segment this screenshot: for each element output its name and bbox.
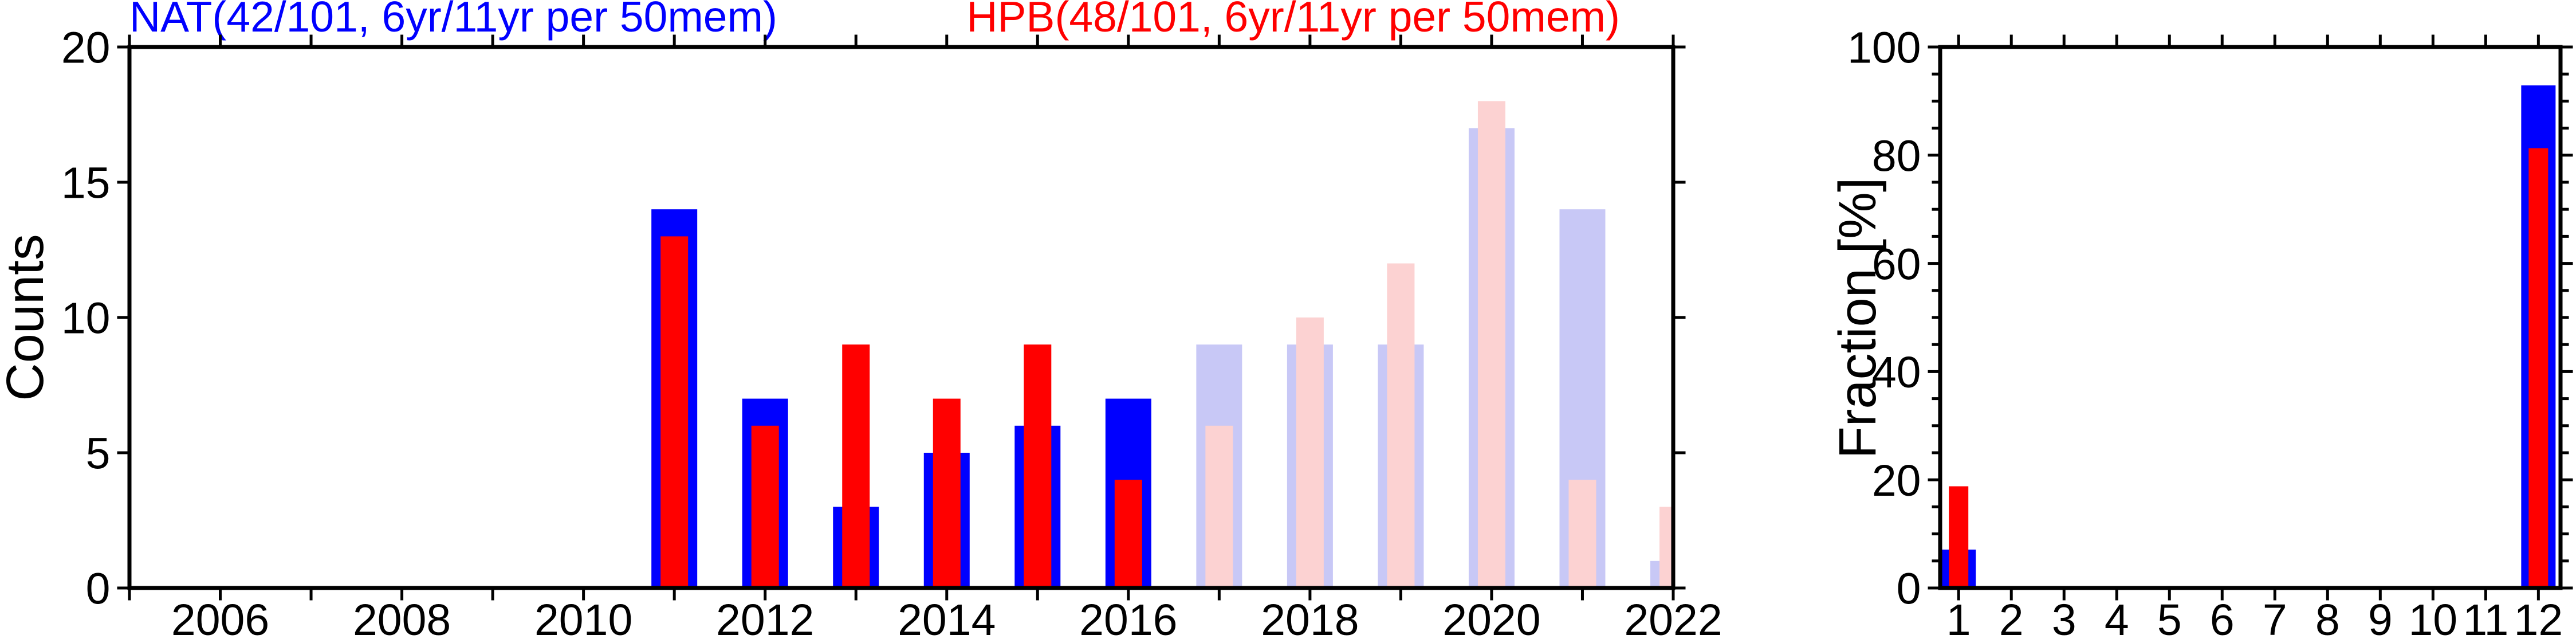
bar-hpb-2014 [933,398,961,588]
y-tick-label: 0 [86,564,111,614]
left-chart-ticks [117,34,1686,601]
y-tick-label: 100 [1847,23,1921,73]
y-tick-label: 0 [1897,564,1921,614]
bar-hpb-2022 [1659,507,1673,588]
left-chart-frame [127,45,1676,590]
x-tick-label: 9 [2368,595,2393,639]
x-tick-label: 12 [2514,595,2563,639]
y-tick-label: 20 [61,23,111,73]
x-tick-label: 4 [2105,595,2129,639]
x-tick-label: 8 [2315,595,2340,639]
bar-hpb-2016 [1114,480,1142,588]
x-tick-label: 7 [2263,595,2287,639]
left-chart-tick-labels: 2006 2008 2010 2012 2014 2016 2018 2020 2022 0 5 10… [61,23,1722,639]
y-tick-label: 60 [1872,240,1921,289]
y-tick-label: 15 [61,159,111,208]
y-tick-label: 10 [61,294,111,343]
x-tick-label: 2018 [1261,595,1359,639]
bar-hpb-2011 [660,236,689,588]
x-tick-label: 2010 [534,595,632,639]
bar-hpb-2013 [842,344,870,588]
x-tick-label: 2016 [1079,595,1177,639]
right-chart-bars [1941,85,2556,588]
x-tick-label: 2 [1999,595,2024,639]
x-tick-label: 2008 [353,595,451,639]
left-chart: 2006 2008 2010 2012 2014 2016 2018 2020 2022 0 5 10… [61,23,1722,639]
bar-hpb-12 [2528,148,2549,588]
x-tick-label: 2020 [1442,595,1540,639]
x-tick-label: 2006 [171,595,269,639]
left-chart-bars [651,101,1673,588]
y-tick-label: 20 [1872,456,1921,505]
bar-hpb-2017 [1205,425,1233,588]
x-tick-label: 5 [2157,595,2182,639]
bar-hpb-1 [1949,486,1969,588]
y-tick-label: 80 [1872,132,1921,181]
x-tick-label: 2022 [1624,595,1722,639]
bar-hpb-2019 [1387,263,1415,588]
bar-hpb-2020 [1477,101,1505,588]
x-tick-label: 1 [1946,595,1971,639]
right-chart-frame [1938,45,2563,590]
x-tick-label: 2014 [898,595,996,639]
x-tick-label: 6 [2210,595,2235,639]
nat-title: NAT(42/101, 6yr/11yr per 50mem) [129,0,777,41]
bar-hpb-2018 [1296,317,1324,588]
bar-hpb-2015 [1024,344,1052,588]
x-tick-label: 3 [2052,595,2076,639]
right-chart-ticks [1928,34,2573,601]
bar-hpb-2012 [751,425,779,588]
y-tick-label: 40 [1872,348,1921,397]
x-tick-label: 10 [2408,595,2457,639]
x-tick-label: 2012 [716,595,814,639]
bar-hpb-2021 [1568,480,1596,588]
x-tick-label: 11 [2463,595,2508,639]
hpb-title: HPB(48/101, 6yr/11yr per 50mem) [966,0,1620,41]
y-tick-label: 5 [86,429,111,479]
